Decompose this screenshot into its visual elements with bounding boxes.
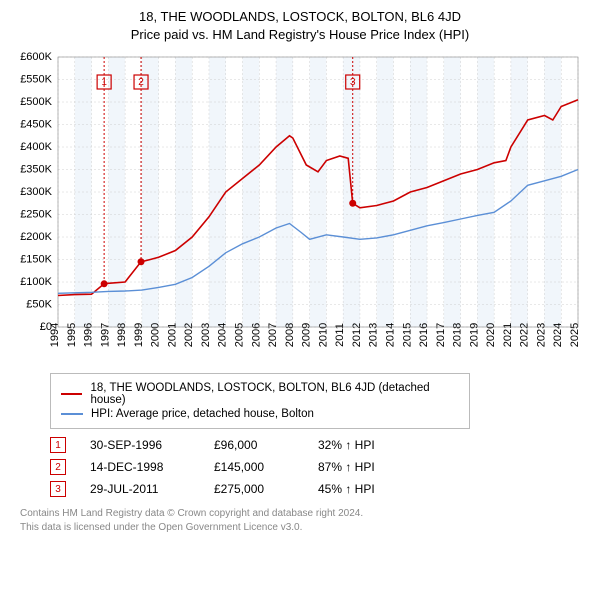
svg-text:2003: 2003 (200, 323, 212, 347)
svg-text:2006: 2006 (250, 323, 262, 347)
sales-marker: 2 (50, 459, 66, 475)
sales-price: £96,000 (214, 438, 294, 452)
svg-text:2002: 2002 (183, 323, 195, 347)
svg-text:2010: 2010 (317, 323, 329, 347)
svg-text:2005: 2005 (234, 323, 246, 347)
svg-text:2004: 2004 (217, 323, 229, 347)
svg-text:2008: 2008 (284, 323, 296, 347)
chart-container: 18, THE WOODLANDS, LOSTOCK, BOLTON, BL6 … (0, 0, 600, 542)
svg-text:£550K: £550K (20, 74, 52, 86)
svg-text:2018: 2018 (452, 323, 464, 347)
svg-text:1998: 1998 (116, 323, 128, 347)
legend-item: HPI: Average price, detached house, Bolt… (61, 408, 459, 420)
svg-text:3: 3 (350, 77, 356, 88)
legend-label: HPI: Average price, detached house, Bolt… (91, 408, 314, 420)
footnote: Contains HM Land Registry data © Crown c… (20, 507, 590, 534)
svg-text:2023: 2023 (535, 323, 547, 347)
legend-item: 18, THE WOODLANDS, LOSTOCK, BOLTON, BL6 … (61, 382, 459, 406)
legend-swatch (61, 393, 82, 395)
chart: £0£50K£100K£150K£200K£250K£300K£350K£400… (10, 47, 590, 367)
svg-text:£450K: £450K (20, 119, 52, 131)
svg-text:2022: 2022 (519, 323, 531, 347)
svg-text:£250K: £250K (20, 209, 52, 221)
svg-text:2025: 2025 (569, 323, 581, 347)
svg-text:£600K: £600K (20, 51, 52, 63)
title-line-2: Price paid vs. HM Land Registry's House … (10, 26, 590, 44)
footnote-line-2: This data is licensed under the Open Gov… (20, 521, 590, 535)
svg-text:£200K: £200K (20, 231, 52, 243)
svg-text:£400K: £400K (20, 141, 52, 153)
legend-swatch (61, 413, 83, 415)
sales-date: 14-DEC-1998 (90, 460, 190, 474)
sales-date: 29-JUL-2011 (90, 482, 190, 496)
svg-text:2013: 2013 (368, 323, 380, 347)
svg-text:1994: 1994 (49, 323, 61, 347)
svg-text:2017: 2017 (435, 323, 447, 347)
svg-text:2009: 2009 (301, 323, 313, 347)
line-chart-svg: £0£50K£100K£150K£200K£250K£300K£350K£400… (10, 47, 590, 367)
title-line-1: 18, THE WOODLANDS, LOSTOCK, BOLTON, BL6 … (10, 8, 590, 26)
svg-text:1997: 1997 (99, 323, 111, 347)
sales-date: 30-SEP-1996 (90, 438, 190, 452)
svg-text:2012: 2012 (351, 323, 363, 347)
sales-table: 1 30-SEP-1996 £96,000 32% ↑ HPI 2 14-DEC-1998… (50, 437, 590, 497)
svg-text:2021: 2021 (502, 323, 514, 347)
footnote-line-1: Contains HM Land Registry data © Crown c… (20, 507, 590, 521)
sales-row: 3 29-JUL-2011 £275,000 45% ↑ HPI (50, 481, 590, 497)
title-area: 18, THE WOODLANDS, LOSTOCK, BOLTON, BL6 … (10, 8, 590, 43)
svg-text:2020: 2020 (485, 323, 497, 347)
svg-text:£50K: £50K (26, 299, 52, 311)
legend: 18, THE WOODLANDS, LOSTOCK, BOLTON, BL6 … (50, 373, 470, 429)
sales-pct: 45% ↑ HPI (318, 482, 408, 496)
svg-text:2019: 2019 (468, 323, 480, 347)
svg-text:2024: 2024 (552, 323, 564, 347)
legend-label: 18, THE WOODLANDS, LOSTOCK, BOLTON, BL6 … (90, 382, 459, 406)
svg-text:£150K: £150K (20, 254, 52, 266)
sales-row: 2 14-DEC-1998 £145,000 87% ↑ HPI (50, 459, 590, 475)
sales-price: £145,000 (214, 460, 294, 474)
svg-text:1996: 1996 (83, 323, 95, 347)
svg-text:1999: 1999 (133, 323, 145, 347)
sales-marker: 1 (50, 437, 66, 453)
svg-text:2: 2 (138, 77, 144, 88)
svg-text:2007: 2007 (267, 323, 279, 347)
sales-pct: 87% ↑ HPI (318, 460, 408, 474)
svg-text:2016: 2016 (418, 323, 430, 347)
svg-text:1: 1 (101, 77, 107, 88)
svg-text:£350K: £350K (20, 164, 52, 176)
sales-price: £275,000 (214, 482, 294, 496)
sales-marker: 3 (50, 481, 66, 497)
svg-text:£500K: £500K (20, 96, 52, 108)
svg-text:2001: 2001 (166, 323, 178, 347)
svg-text:£100K: £100K (20, 276, 52, 288)
svg-text:1995: 1995 (66, 323, 78, 347)
sales-pct: 32% ↑ HPI (318, 438, 408, 452)
svg-text:£300K: £300K (20, 186, 52, 198)
svg-text:2000: 2000 (150, 323, 162, 347)
svg-text:2014: 2014 (384, 323, 396, 347)
sales-row: 1 30-SEP-1996 £96,000 32% ↑ HPI (50, 437, 590, 453)
svg-text:2015: 2015 (401, 323, 413, 347)
